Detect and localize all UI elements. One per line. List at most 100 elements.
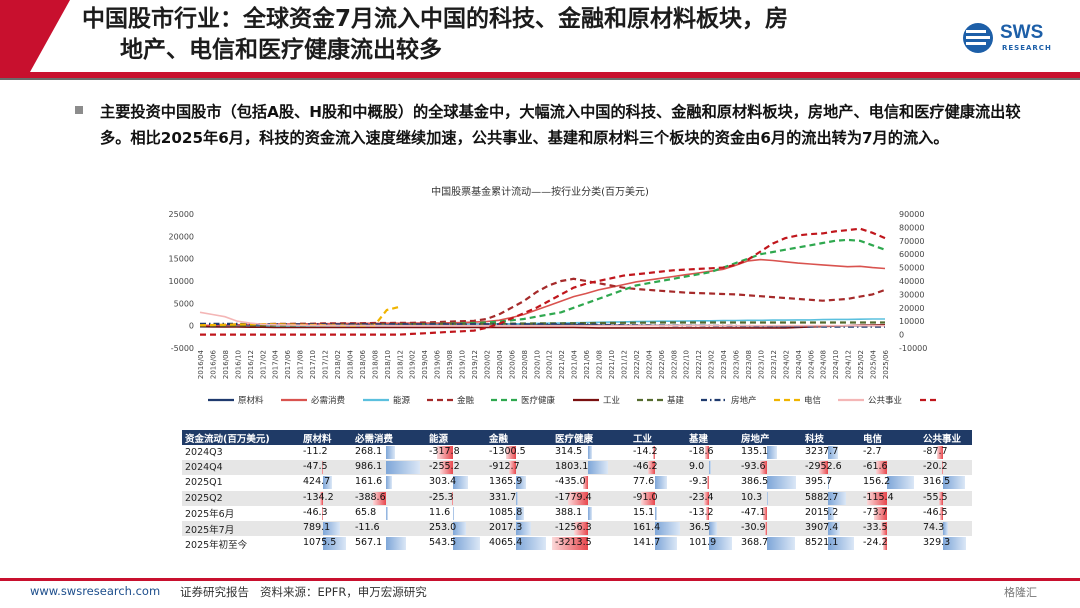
data-bar: [583, 476, 588, 490]
data-bar: [943, 537, 966, 551]
data-bar: [386, 537, 406, 551]
header-rule-shadow: [0, 78, 1080, 80]
data-bar: [936, 446, 943, 460]
table-cell: 15.1: [630, 506, 686, 521]
table-cell: -115.4: [860, 490, 920, 506]
y-left-tick-label: -5000: [171, 344, 194, 353]
data-bar: [516, 506, 524, 520]
x-tick-label: 2020/10: [533, 350, 541, 379]
row-label: 2024Q4: [182, 460, 300, 476]
table-cell: -25.3: [426, 490, 486, 506]
table-cell: -1779.4: [552, 490, 630, 506]
table-cell: -30.9: [738, 520, 802, 537]
cell-value: -18.6: [689, 446, 714, 458]
sector-flow-line-chart: -5000 0 5000 10000 15000 20000 25000 -10000 0 100…: [169, 210, 940, 406]
table-cell: -23.4: [686, 490, 738, 506]
x-tick-label: 2019/06: [434, 349, 442, 379]
table-cell: 3237.7: [802, 445, 860, 460]
x-tick-label: 2020/08: [521, 350, 529, 379]
data-bar: [386, 446, 396, 460]
legend-label: 电信: [804, 395, 822, 406]
cell-value: -24.2: [863, 537, 888, 549]
table-cell: 1075.5: [300, 536, 352, 551]
series-line: [200, 227, 886, 336]
x-tick-label: 2019/04: [421, 349, 429, 379]
legend-label: 原材料: [238, 395, 264, 406]
x-tick-label: 2020/04: [496, 349, 504, 379]
table-cell: 5882.7: [802, 490, 860, 506]
chart-title: 中国股票基金累计流动——按行业分类(百万美元): [431, 187, 649, 198]
x-tick-label: 2025/04: [870, 349, 878, 379]
y-left-tick-label: 0: [189, 322, 194, 331]
data-bar: [764, 522, 767, 536]
cell-value: 303.4: [429, 476, 457, 488]
y-right-tick-label: -10000: [899, 344, 927, 353]
footer-watermark: 格隆汇: [1004, 586, 1037, 599]
table-cell: -20.2: [920, 460, 972, 476]
x-tick-label: 2019/10: [459, 350, 467, 379]
data-bar: [876, 461, 887, 475]
data-bar: [320, 491, 323, 505]
table-cell: 388.1: [552, 506, 630, 521]
data-bar: [655, 506, 658, 520]
table-cell: 368.7: [738, 536, 802, 551]
data-bar: [640, 491, 655, 505]
data-bar: [704, 446, 709, 460]
table-cell: -46.2: [630, 460, 686, 476]
x-tick-label: 2023/02: [708, 350, 716, 379]
data-bar: [882, 537, 887, 551]
x-tick-label: 2018/08: [371, 350, 379, 379]
data-bar: [516, 537, 546, 551]
table-cell: -435.0: [552, 475, 630, 490]
cell-value: -47.1: [741, 506, 766, 518]
table-cell: -46.5: [920, 506, 972, 521]
data-bar: [828, 491, 846, 505]
cell-value: -47.5: [303, 461, 328, 473]
row-label: 2025Q2: [182, 490, 300, 506]
x-tick-label: 2022/08: [670, 350, 678, 379]
footer-url-link[interactable]: www.swsresearch.com: [30, 584, 161, 598]
data-bar: [509, 461, 516, 475]
table-cell: 11.6: [426, 506, 486, 521]
data-bar: [323, 522, 340, 536]
table-cell: 65.8: [352, 506, 426, 521]
table-cell: 789.1: [300, 520, 352, 537]
cell-value: 268.1: [355, 446, 383, 458]
cell-value: 161.4: [633, 522, 661, 534]
y-right-tick-label: 10000: [899, 317, 924, 326]
data-bar: [874, 506, 887, 520]
series-line: [200, 238, 886, 327]
data-bar: [506, 446, 516, 460]
table-cell: -11.2: [300, 445, 352, 460]
table-column-header: 必需消费: [352, 430, 426, 445]
table-body: 2024Q3 -11.2 268.1 -317.8 -1300.5 314.5 -14.2 -…: [182, 445, 972, 551]
row-label: 2024Q3: [185, 447, 223, 459]
cell-value: 141.7: [633, 537, 661, 549]
data-bar: [647, 461, 655, 475]
data-bar: [655, 522, 680, 536]
legend-label: 工业: [603, 395, 620, 406]
table-cell: 316.5: [920, 475, 972, 490]
title-line-1: 中国股市行业：全球资金7月流入中国的科技、金融和原材料板块，房: [82, 6, 789, 32]
x-tick-label: 2023/06: [733, 349, 741, 379]
data-bar: [655, 537, 677, 551]
x-tick-label: 2020/02: [483, 350, 491, 379]
data-bar: [573, 522, 588, 536]
legend-label: 基建: [667, 395, 685, 406]
data-bar: [943, 476, 966, 490]
data-bar: [763, 506, 767, 520]
cell-value: 543.5: [429, 537, 457, 549]
table-cell: 1085.8: [486, 506, 552, 521]
cell-value: -91.0: [633, 491, 658, 503]
row-label: 2025Q1: [185, 477, 223, 489]
cell-value: -55.5: [923, 491, 948, 503]
cell-value: 3237.7: [805, 446, 839, 458]
table-cell: 303.4: [426, 475, 486, 490]
y-right-tick-label: 20000: [899, 304, 924, 313]
table-row: 2025年7月 789.1 -11.6 253.0 2017.3 -1256.3 161.4…: [182, 520, 972, 537]
table-row: 2025Q2 -134.2 -388.6 -25.3 331.7 -1779.4 -91.0…: [182, 490, 972, 506]
x-tick-label: 2019/08: [446, 350, 454, 379]
data-bar: [706, 476, 709, 490]
x-tick-label: 2016/10: [234, 350, 242, 379]
data-bar: [453, 537, 480, 551]
